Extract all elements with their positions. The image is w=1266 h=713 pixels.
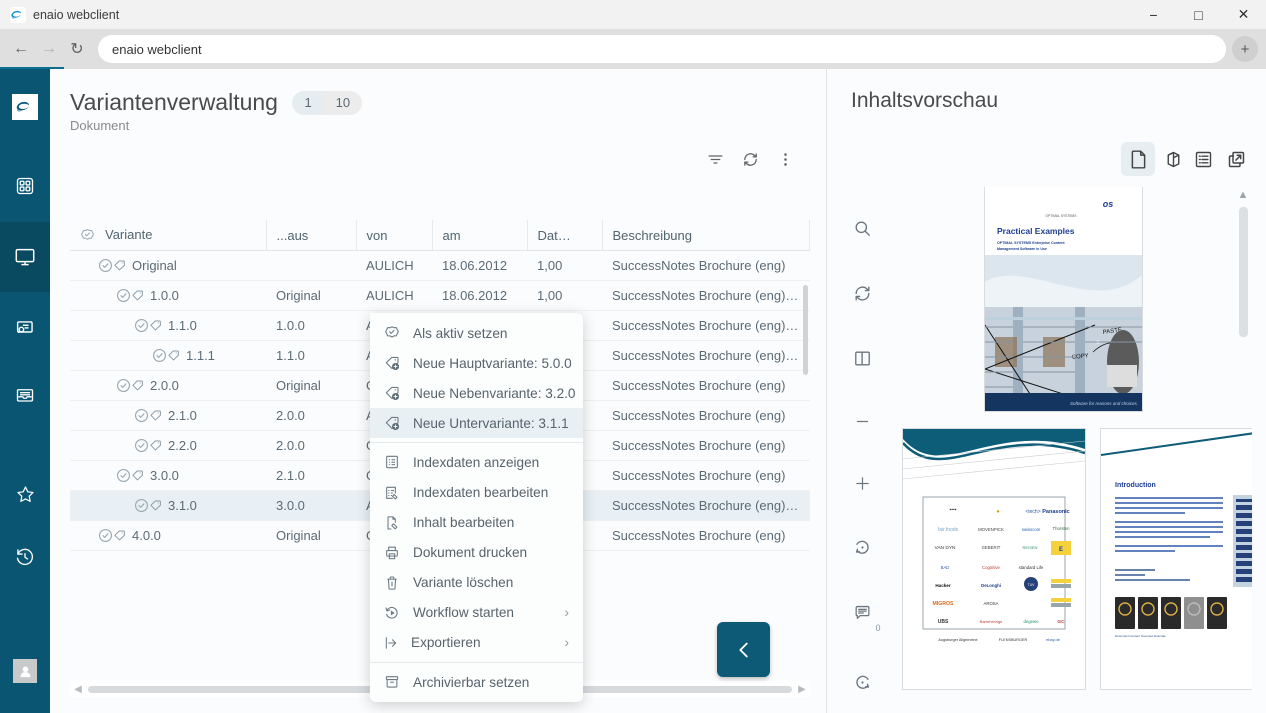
- svg-text:Panasonic: Panasonic: [1042, 509, 1070, 515]
- svg-text:OPTIMAL SYSTEMS Enterprise Con: OPTIMAL SYSTEMS Enterprise Content: [997, 241, 1065, 245]
- svg-text:standard Life: standard Life: [1019, 565, 1044, 570]
- svg-text:DeLonghi: DeLonghi: [981, 583, 1001, 588]
- svg-text:Barmherzige: Barmherzige: [980, 619, 1003, 624]
- svg-text:degewo: degewo: [1023, 619, 1039, 624]
- svg-text:<tech>: <tech>: [1025, 509, 1040, 515]
- svg-text:MOVENPICK: MOVENPICK: [978, 527, 1004, 532]
- svg-text:OPTIMAL SYSTEMS: OPTIMAL SYSTEMS: [1045, 214, 1077, 218]
- svg-text:Cognitive: Cognitive: [982, 565, 1001, 570]
- svg-text:swisscom: swisscom: [1022, 527, 1041, 532]
- svg-text:▪▪▪▪: ▪▪▪▪: [949, 507, 956, 513]
- svg-text:os: os: [1103, 199, 1114, 209]
- svg-text:Management Software in Use: Management Software in Use: [997, 247, 1047, 251]
- svg-text:GEBERIT: GEBERIT: [982, 545, 1001, 550]
- svg-text:BAD: BAD: [941, 565, 950, 570]
- svg-text:Practical Examples: Practical Examples: [997, 226, 1075, 236]
- svg-text:Introduction: Introduction: [1115, 482, 1156, 489]
- svg-text:Hacker: Hacker: [935, 583, 951, 588]
- svg-text:TUV: TUV: [1028, 583, 1035, 587]
- svg-text:MIGROS: MIGROS: [932, 601, 954, 607]
- svg-text:VAN DYN: VAN DYN: [935, 545, 957, 551]
- svg-text:GC: GC: [1057, 619, 1065, 625]
- svg-text:●: ●: [996, 509, 1000, 515]
- svg-text:REISEN: REISEN: [1023, 545, 1038, 550]
- svg-text:fair.foods: fair.foods: [938, 527, 959, 533]
- svg-text:E: E: [1059, 547, 1063, 553]
- svg-text:AROSA: AROSA: [983, 601, 998, 606]
- svg-text:FLENSBURGER: FLENSBURGER: [999, 638, 1028, 642]
- svg-text:Augsburger Allgemeine: Augsburger Allgemeine: [938, 638, 977, 642]
- svg-text:Software for reasons and choic: Software for reasons and choices.: [1070, 401, 1138, 406]
- svg-text:UBS: UBS: [938, 619, 949, 625]
- svg-text:ebay.de: ebay.de: [1046, 637, 1061, 642]
- svg-text:Thorsten: Thorsten: [1053, 526, 1071, 531]
- svg-text:Document Content Overview Exam: Document Content Overview Example: [1115, 634, 1166, 638]
